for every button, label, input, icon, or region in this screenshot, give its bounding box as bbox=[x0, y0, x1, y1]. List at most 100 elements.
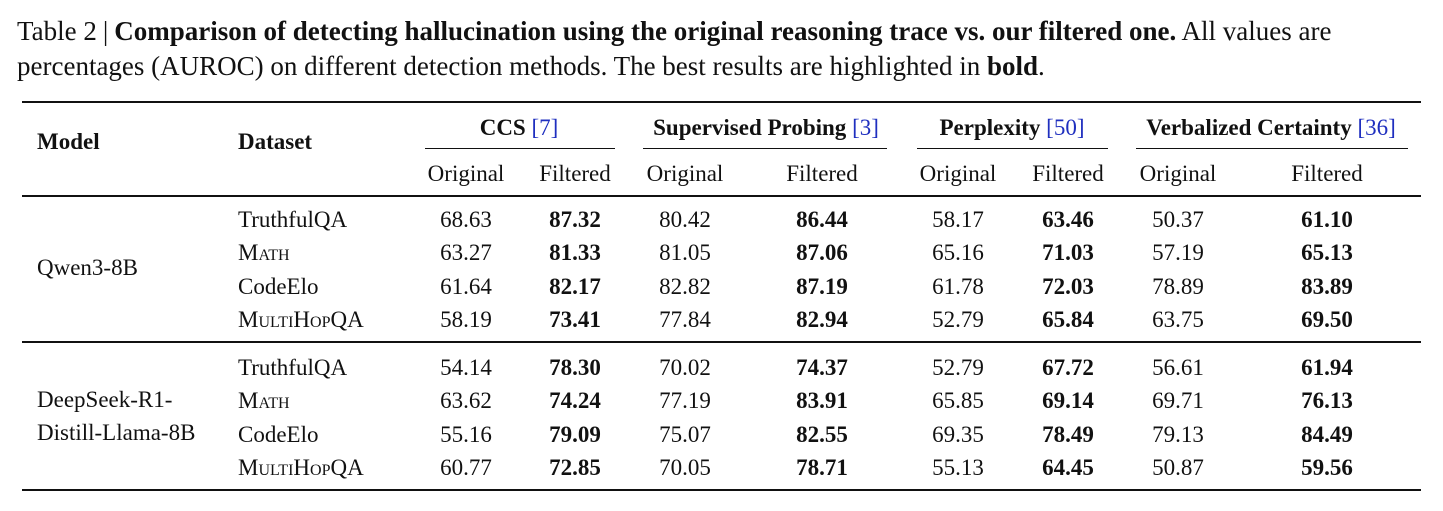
value-cell-best: 83.91 bbox=[796, 388, 848, 414]
value-cell-best: 82.55 bbox=[796, 421, 848, 447]
caption-label: Table 2 bbox=[17, 16, 97, 46]
table-bottom-rule bbox=[22, 489, 1421, 491]
value-cell: 58.19 bbox=[440, 306, 492, 332]
caption-title: Comparison of detecting hallucination us… bbox=[114, 16, 1177, 46]
caption-end: . bbox=[1038, 51, 1045, 81]
cite-link[interactable]: [50] bbox=[1046, 115, 1085, 140]
cite-link[interactable]: [7] bbox=[531, 115, 559, 140]
table-caption: Table 2 | Comparison of detecting hallucin… bbox=[17, 14, 1432, 84]
value-cell: 57.19 bbox=[1152, 240, 1204, 266]
dataset-name: TruthfulQA bbox=[238, 207, 348, 232]
model-name: Distill-Llama-8B bbox=[37, 419, 196, 445]
model-name: DeepSeek-R1- bbox=[37, 386, 173, 412]
value-cell: 78.89 bbox=[1152, 273, 1204, 299]
subheader-original: Original bbox=[1139, 161, 1217, 186]
value-cell-best: 72.85 bbox=[549, 454, 601, 480]
value-cell: 63.62 bbox=[440, 388, 492, 414]
value-cell-best: 65.13 bbox=[1301, 240, 1353, 266]
value-cell: 63.27 bbox=[440, 240, 492, 266]
group-separator-rule bbox=[22, 341, 1421, 343]
value-cell: 50.87 bbox=[1152, 454, 1204, 480]
value-cell-best: 61.10 bbox=[1301, 207, 1353, 232]
value-cell-best: 82.94 bbox=[796, 306, 848, 332]
subheader-filtered: Filtered bbox=[1291, 161, 1363, 186]
cmidrule-supervised-probing bbox=[643, 148, 887, 150]
value-cell-best: 64.45 bbox=[1042, 454, 1094, 480]
subheader-original: Original bbox=[919, 161, 997, 186]
value-cell-best: 69.14 bbox=[1042, 388, 1094, 414]
header-method-supervised-probing: Supervised Probing [3] bbox=[653, 115, 879, 140]
value-cell-best: 78.49 bbox=[1042, 421, 1094, 447]
subheader-original: Original bbox=[427, 161, 505, 186]
value-cell-best: 87.32 bbox=[549, 207, 601, 232]
value-cell: 69.35 bbox=[932, 421, 984, 447]
value-cell-best: 59.56 bbox=[1301, 454, 1353, 480]
header-method-verbalized-certainty: Verbalized Certainty [36] bbox=[1146, 115, 1396, 140]
cite-link[interactable]: [36] bbox=[1357, 115, 1396, 140]
value-cell: 61.78 bbox=[932, 273, 984, 299]
cite-link[interactable]: [3] bbox=[852, 115, 879, 140]
header-method-ccs: CCS [7] bbox=[479, 115, 559, 140]
value-cell: 58.17 bbox=[932, 207, 984, 232]
value-cell: 60.77 bbox=[440, 454, 492, 480]
value-cell-best: 84.49 bbox=[1301, 421, 1353, 447]
value-cell: 79.13 bbox=[1152, 421, 1204, 447]
subheader-filtered: Filtered bbox=[1032, 161, 1104, 186]
header-model: Model bbox=[37, 129, 100, 154]
value-cell-best: 78.30 bbox=[549, 355, 601, 380]
value-cell: 70.02 bbox=[659, 355, 711, 380]
value-cell-best: 86.44 bbox=[796, 207, 848, 232]
value-cell-best: 87.19 bbox=[796, 273, 848, 299]
value-cell: 81.05 bbox=[659, 240, 711, 266]
value-cell-best: 82.17 bbox=[549, 273, 601, 299]
dataset-name: Math bbox=[238, 388, 290, 414]
value-cell: 69.71 bbox=[1152, 388, 1204, 414]
value-cell: 75.07 bbox=[659, 421, 711, 447]
value-cell-best: 79.09 bbox=[549, 421, 601, 447]
caption-emph: bold bbox=[987, 51, 1039, 81]
table-top-rule bbox=[22, 101, 1421, 103]
header-dataset: Dataset bbox=[238, 129, 313, 154]
value-cell: 50.37 bbox=[1152, 207, 1204, 232]
value-cell-best: 73.41 bbox=[549, 306, 601, 332]
value-cell: 52.79 bbox=[932, 355, 984, 380]
dataset-name: TruthfulQA bbox=[238, 355, 348, 380]
dataset-name: Math bbox=[238, 240, 290, 266]
value-cell: 82.82 bbox=[659, 273, 711, 299]
subheader-filtered: Filtered bbox=[786, 161, 858, 186]
value-cell-best: 72.03 bbox=[1042, 273, 1094, 299]
value-cell: 63.75 bbox=[1152, 306, 1204, 332]
value-cell-best: 87.06 bbox=[796, 240, 848, 266]
value-cell-best: 74.37 bbox=[796, 355, 848, 380]
value-cell-best: 69.50 bbox=[1301, 306, 1353, 332]
value-cell: 70.05 bbox=[659, 454, 711, 480]
value-cell: 68.63 bbox=[440, 207, 492, 232]
value-cell-best: 61.94 bbox=[1301, 355, 1353, 380]
cmidrule-perplexity bbox=[917, 148, 1108, 150]
value-cell: 56.61 bbox=[1152, 355, 1204, 380]
value-cell: 77.19 bbox=[659, 388, 711, 414]
value-cell: 77.84 bbox=[659, 306, 711, 332]
value-cell: 55.16 bbox=[440, 421, 492, 447]
value-cell: 61.64 bbox=[440, 273, 492, 299]
dataset-name: CodeElo bbox=[238, 273, 319, 299]
value-cell-best: 74.24 bbox=[549, 388, 601, 414]
value-cell-best: 81.33 bbox=[549, 240, 601, 266]
dataset-name: MultiHopQA bbox=[238, 306, 364, 332]
table-header-rule bbox=[22, 195, 1421, 197]
value-cell-best: 71.03 bbox=[1042, 240, 1094, 266]
caption-separator: | bbox=[102, 16, 109, 46]
value-cell-best: 63.46 bbox=[1042, 207, 1094, 232]
value-cell: 80.42 bbox=[659, 207, 711, 232]
model-name: Qwen3-8B bbox=[37, 255, 138, 281]
value-cell: 65.16 bbox=[932, 240, 984, 266]
caption-text: All values are percentages (AUROC) on di… bbox=[17, 16, 1332, 81]
value-cell-best: 76.13 bbox=[1301, 388, 1353, 414]
value-cell-best: 65.84 bbox=[1042, 306, 1094, 332]
cmidrule-verbalized-certainty bbox=[1136, 148, 1408, 150]
value-cell: 52.79 bbox=[932, 306, 984, 332]
dataset-name: MultiHopQA bbox=[238, 454, 364, 480]
value-cell-best: 83.89 bbox=[1301, 273, 1353, 299]
value-cell: 65.85 bbox=[932, 388, 984, 414]
value-cell-best: 67.72 bbox=[1042, 355, 1094, 380]
